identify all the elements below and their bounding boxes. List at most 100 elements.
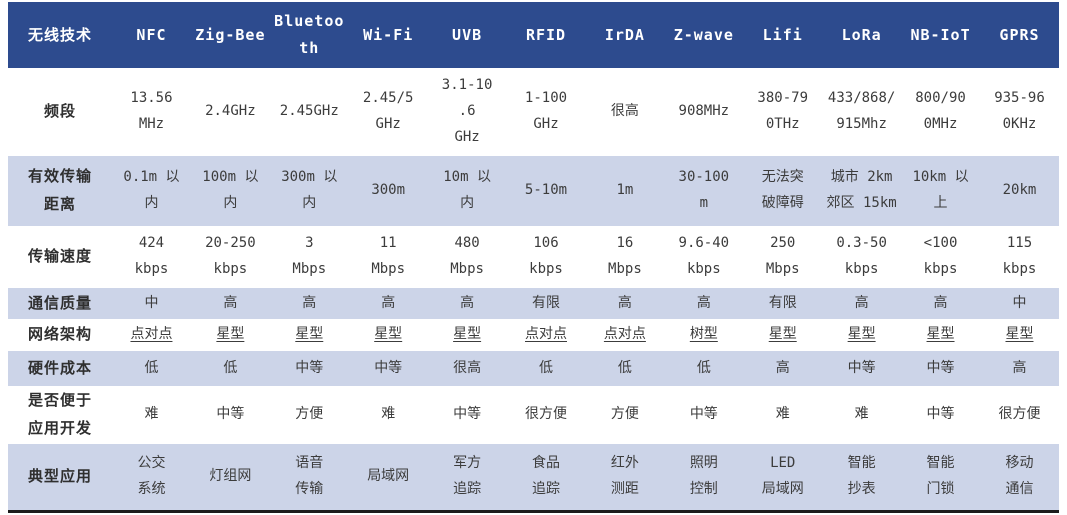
table-cell: 很高 [610,103,639,120]
table-cell: 很高 [453,359,482,376]
table-cell: 高 [381,294,396,311]
table-cell: 方便 [295,405,324,422]
table-cell: 908MHz [678,103,730,120]
table-cell: 9.6-40 kbps [678,235,730,277]
table-cell: 语音 传输 [295,454,324,497]
table-cell: 无法突 破障碍 [761,169,804,211]
table-cell: 低 [223,359,238,376]
table-cell: 星型 [1005,326,1034,343]
row-label: 是否便于 应用开发 [28,391,93,437]
table-cell: 0.1m 以 内 [123,169,180,211]
corner-header: 无线技术 [8,2,113,68]
table-cell: 点对点 [603,326,646,343]
column-header: IrDA [585,2,665,68]
table-cell: 难 [381,405,396,422]
table-cell: 难 [775,405,790,422]
table-head: 无线技术 NFC Zig-Bee Bluetooth Wi-Fi UVB RFID IrDA Z… [8,2,1059,68]
table-cell: 30-100 m [678,169,730,211]
table-cell: 0.3-50 kbps [836,235,887,277]
table-cell: 星型 [295,326,324,343]
table-cell: 方便 [610,405,639,422]
table-cell: 高 [854,294,869,311]
table-cell: 2.4GHz [205,103,256,120]
wireless-tech-comparison-table: 无线技术 NFC Zig-Bee Bluetooth Wi-Fi UVB RFID IrDA Z… [8,2,1059,513]
table-cell: 中等 [926,405,955,422]
table-cell: 480 Mbps [450,235,484,277]
table-cell: 20-250 kbps [205,235,256,277]
table-cell: 2.45/5 GHz [362,90,414,132]
table-cell: 低 [539,359,553,376]
table-cell: 点对点 [130,326,173,343]
table-cell: 11 Mbps [371,235,406,277]
table-cell: 20km [1002,182,1037,199]
table-cell: 250 Mbps [765,235,800,277]
table-cell: 935-96 0KHz [994,90,1045,132]
table-row: 网络架构 点对点 星型 星型 星型 星型 点对点 点对点 树型 星型 星型 星型 星型 [8,319,1059,351]
table-cell: 115 kbps [1002,235,1037,277]
table-cell: 星型 [453,326,482,343]
column-header: Bluetooth [269,2,349,68]
table-cell: 很方便 [525,405,567,422]
table-cell: 低 [696,359,711,376]
table-cell: 1-100 GHz [524,90,568,132]
table-cell: 中等 [216,405,245,422]
table-cell: 1m [616,182,634,199]
table-cell: 难 [854,405,869,422]
column-header: Z-wave [664,2,744,68]
table-row: 是否便于 应用开发 难 中等 方便 难 中等 很方便 方便 中等 难 难 中等 很方便 [8,386,1059,444]
table-row: 硬件成本 低 低 中等 中等 很高 低 低 低 高 中等 中等 高 [8,351,1059,386]
table-row: 频段 13.56 MHz 2.4GHz 2.45GHz 2.45/5 GHz 3.1-10… [8,68,1059,156]
table-cell: 433/868/ 915Mhz [827,90,896,132]
table-cell: 照明 控制 [689,454,718,497]
table-body: 频段 13.56 MHz 2.4GHz 2.45GHz 2.45/5 GHz 3.1-10… [8,68,1059,512]
table-cell: 移动 通信 [1005,454,1034,497]
table-cell: 3 Mbps [292,235,327,277]
row-label: 网络架构 [28,325,93,344]
table-cell: 13.56 MHz [130,90,173,132]
table-cell: 低 [617,359,632,376]
table-cell: 食品 追踪 [532,454,560,497]
table-cell: 有限 [532,294,560,311]
column-header: UVB [427,2,507,68]
column-header: GPRS [979,2,1059,68]
table-cell: 中等 [295,359,324,376]
table-cell: 中等 [689,405,718,422]
table-cell: 智能 抄表 [847,454,876,497]
table-cell: 高 [302,294,317,311]
table-cell: 106 kbps [529,235,563,277]
table-cell: <100 kbps [923,235,958,277]
table-cell: 中 [144,294,159,311]
table-cell: 低 [144,359,159,376]
table-cell: 高 [223,294,238,311]
table-cell: 3.1-10 .6 GHz [441,77,493,145]
column-header: LoRa [822,2,902,68]
table-cell: LED 局域网 [761,454,804,497]
row-label: 有效传输 距离 [28,167,93,213]
row-label: 频段 [44,102,77,121]
table-row: 典型应用 公交 系统 灯组网 语音 传输 局域网 军方 追踪 食品 追踪 红外 测距 照明 控制… [8,443,1059,512]
table-cell: 城市 2km 郊区 15km [826,169,897,211]
table-cell: 2.45GHz [279,103,339,120]
column-header: NFC [112,2,191,68]
table-cell: 星型 [768,326,797,343]
table-cell: 中等 [453,405,482,422]
table-cell: 16 Mbps [608,235,642,277]
table-row: 传输速度 424 kbps 20-250 kbps 3 Mbps 11 Mbps 480 … [8,226,1059,288]
column-header: Zig-Bee [190,2,270,68]
table-cell: 星型 [926,326,955,343]
table-cell: 难 [144,405,159,422]
table-cell: 中 [1012,294,1027,311]
table-cell: 树型 [689,326,718,343]
table-cell: 中等 [847,359,876,376]
column-header: NB-IoT [901,2,980,68]
table-cell: 灯组网 [209,467,252,484]
table-row: 通信质量 中 高 高 高 高 有限 高 高 有限 高 高 中 [8,288,1059,319]
table-cell: 中等 [374,359,403,376]
table-cell: 红外 测距 [610,454,639,497]
table-cell: 800/90 0MHz [915,90,966,132]
table-cell: 星型 [216,326,245,343]
table-cell: 智能 门锁 [926,454,955,497]
table-cell: 高 [1012,359,1027,376]
row-label: 通信质量 [28,293,93,312]
